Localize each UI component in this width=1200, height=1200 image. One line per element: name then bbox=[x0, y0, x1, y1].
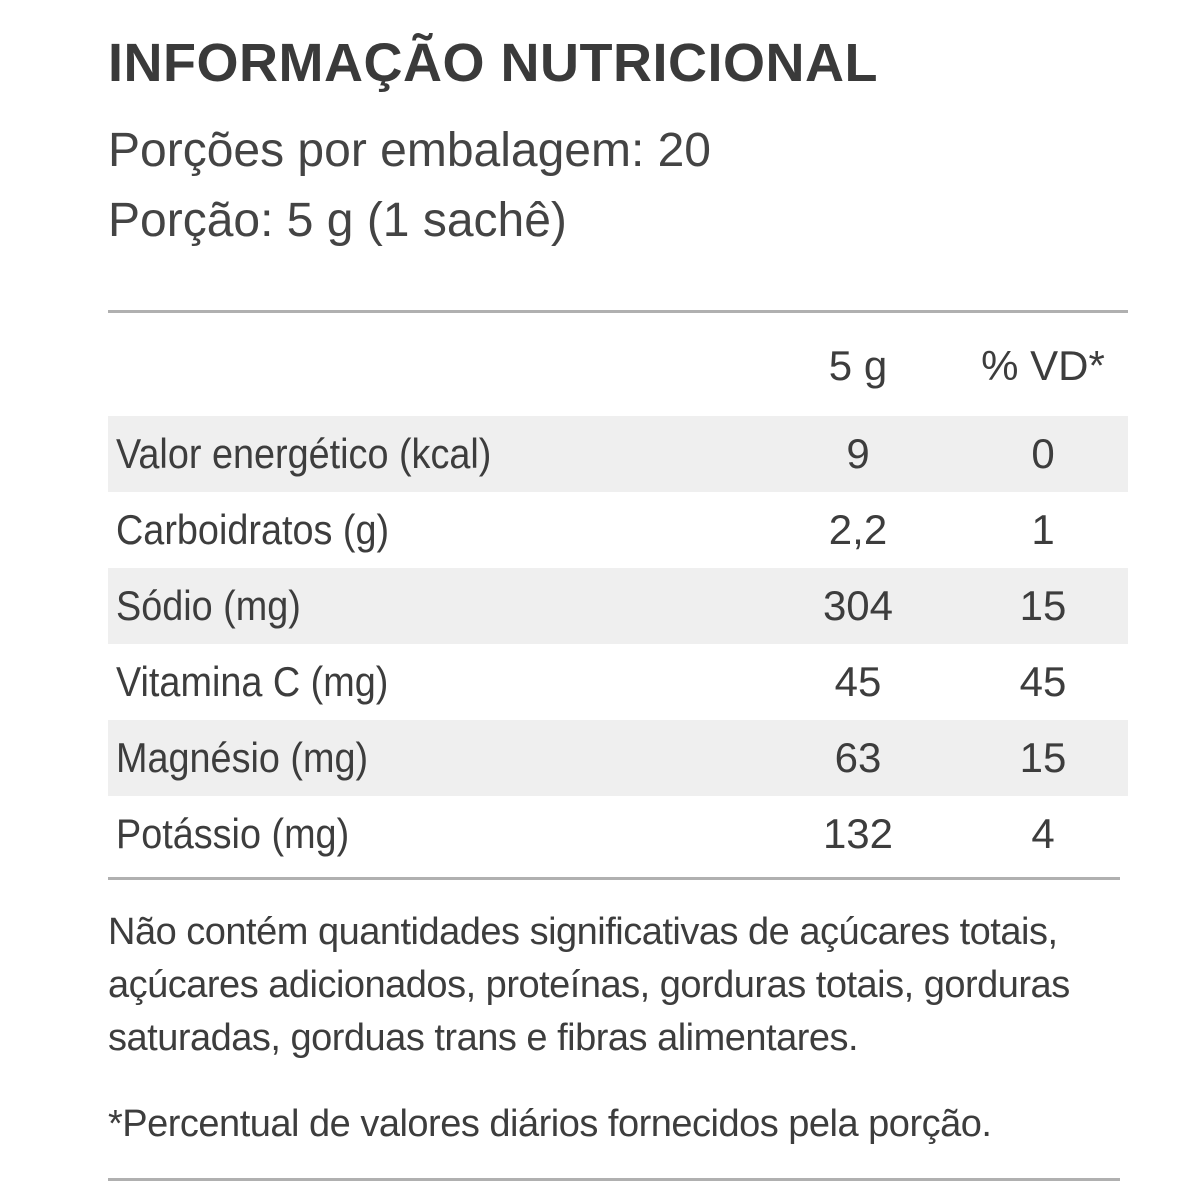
table-row: Carboidratos (g) 2,2 1 bbox=[108, 492, 1128, 568]
table-body: Valor energético (kcal) 9 0 Carboidratos (g… bbox=[108, 416, 1128, 872]
nutrient-name: Magnésio (mg) bbox=[116, 734, 369, 781]
nutrient-daily-value: 15 bbox=[1019, 734, 1067, 781]
daily-value-footnote: *Percentual de valores diários fornecido… bbox=[108, 1103, 992, 1145]
table-row: Valor energético (kcal) 9 0 bbox=[108, 416, 1128, 492]
nutrient-name: Sódio (mg) bbox=[116, 582, 301, 629]
table-row: Potássio (mg) 132 4 bbox=[108, 796, 1128, 872]
nutrient-daily-value: 45 bbox=[1019, 658, 1067, 705]
nutrient-amount: 2,2 bbox=[828, 506, 888, 553]
nutrient-daily-value: 1 bbox=[1031, 506, 1055, 553]
nutrient-name: Valor energético (kcal) bbox=[116, 430, 492, 477]
header-amount: 5 g bbox=[828, 342, 888, 389]
table-row: Sódio (mg) 304 15 bbox=[108, 568, 1128, 644]
nutrient-name: Potássio (mg) bbox=[116, 810, 350, 857]
nutrient-daily-value: 4 bbox=[1031, 810, 1055, 857]
table-row: Vitamina C (mg) 45 45 bbox=[108, 644, 1128, 720]
nutrient-amount: 304 bbox=[822, 582, 894, 629]
nutrient-daily-value: 15 bbox=[1019, 582, 1067, 629]
nutrient-name: Vitamina C (mg) bbox=[116, 658, 389, 705]
not-significant-note: Não contém quantidades significativas de… bbox=[108, 911, 1070, 1059]
nutrient-name: Carboidratos (g) bbox=[116, 506, 390, 553]
header-daily-value: % VD* bbox=[981, 342, 1105, 389]
servings-per-package: Porções por embalagem: 20 bbox=[108, 124, 711, 177]
table-top-rule bbox=[108, 310, 1128, 313]
label-title: INFORMAÇÃO NUTRICIONAL bbox=[108, 33, 878, 93]
table-header-row: 5 g % VD* bbox=[108, 316, 1128, 416]
footer-rule bbox=[108, 1178, 1120, 1181]
serving-size: Porção: 5 g (1 sachê) bbox=[108, 194, 567, 247]
nutrient-amount: 63 bbox=[834, 734, 882, 781]
nutrient-daily-value: 0 bbox=[1031, 430, 1055, 477]
nutrition-table: 5 g % VD* Valor energético (kcal) 9 0 Carbo… bbox=[108, 316, 1128, 872]
nutrient-amount: 45 bbox=[834, 658, 882, 705]
nutrient-amount: 9 bbox=[846, 430, 870, 477]
table-row: Magnésio (mg) 63 15 bbox=[108, 720, 1128, 796]
table-bottom-rule bbox=[108, 877, 1120, 880]
nutrient-amount: 132 bbox=[822, 810, 894, 857]
